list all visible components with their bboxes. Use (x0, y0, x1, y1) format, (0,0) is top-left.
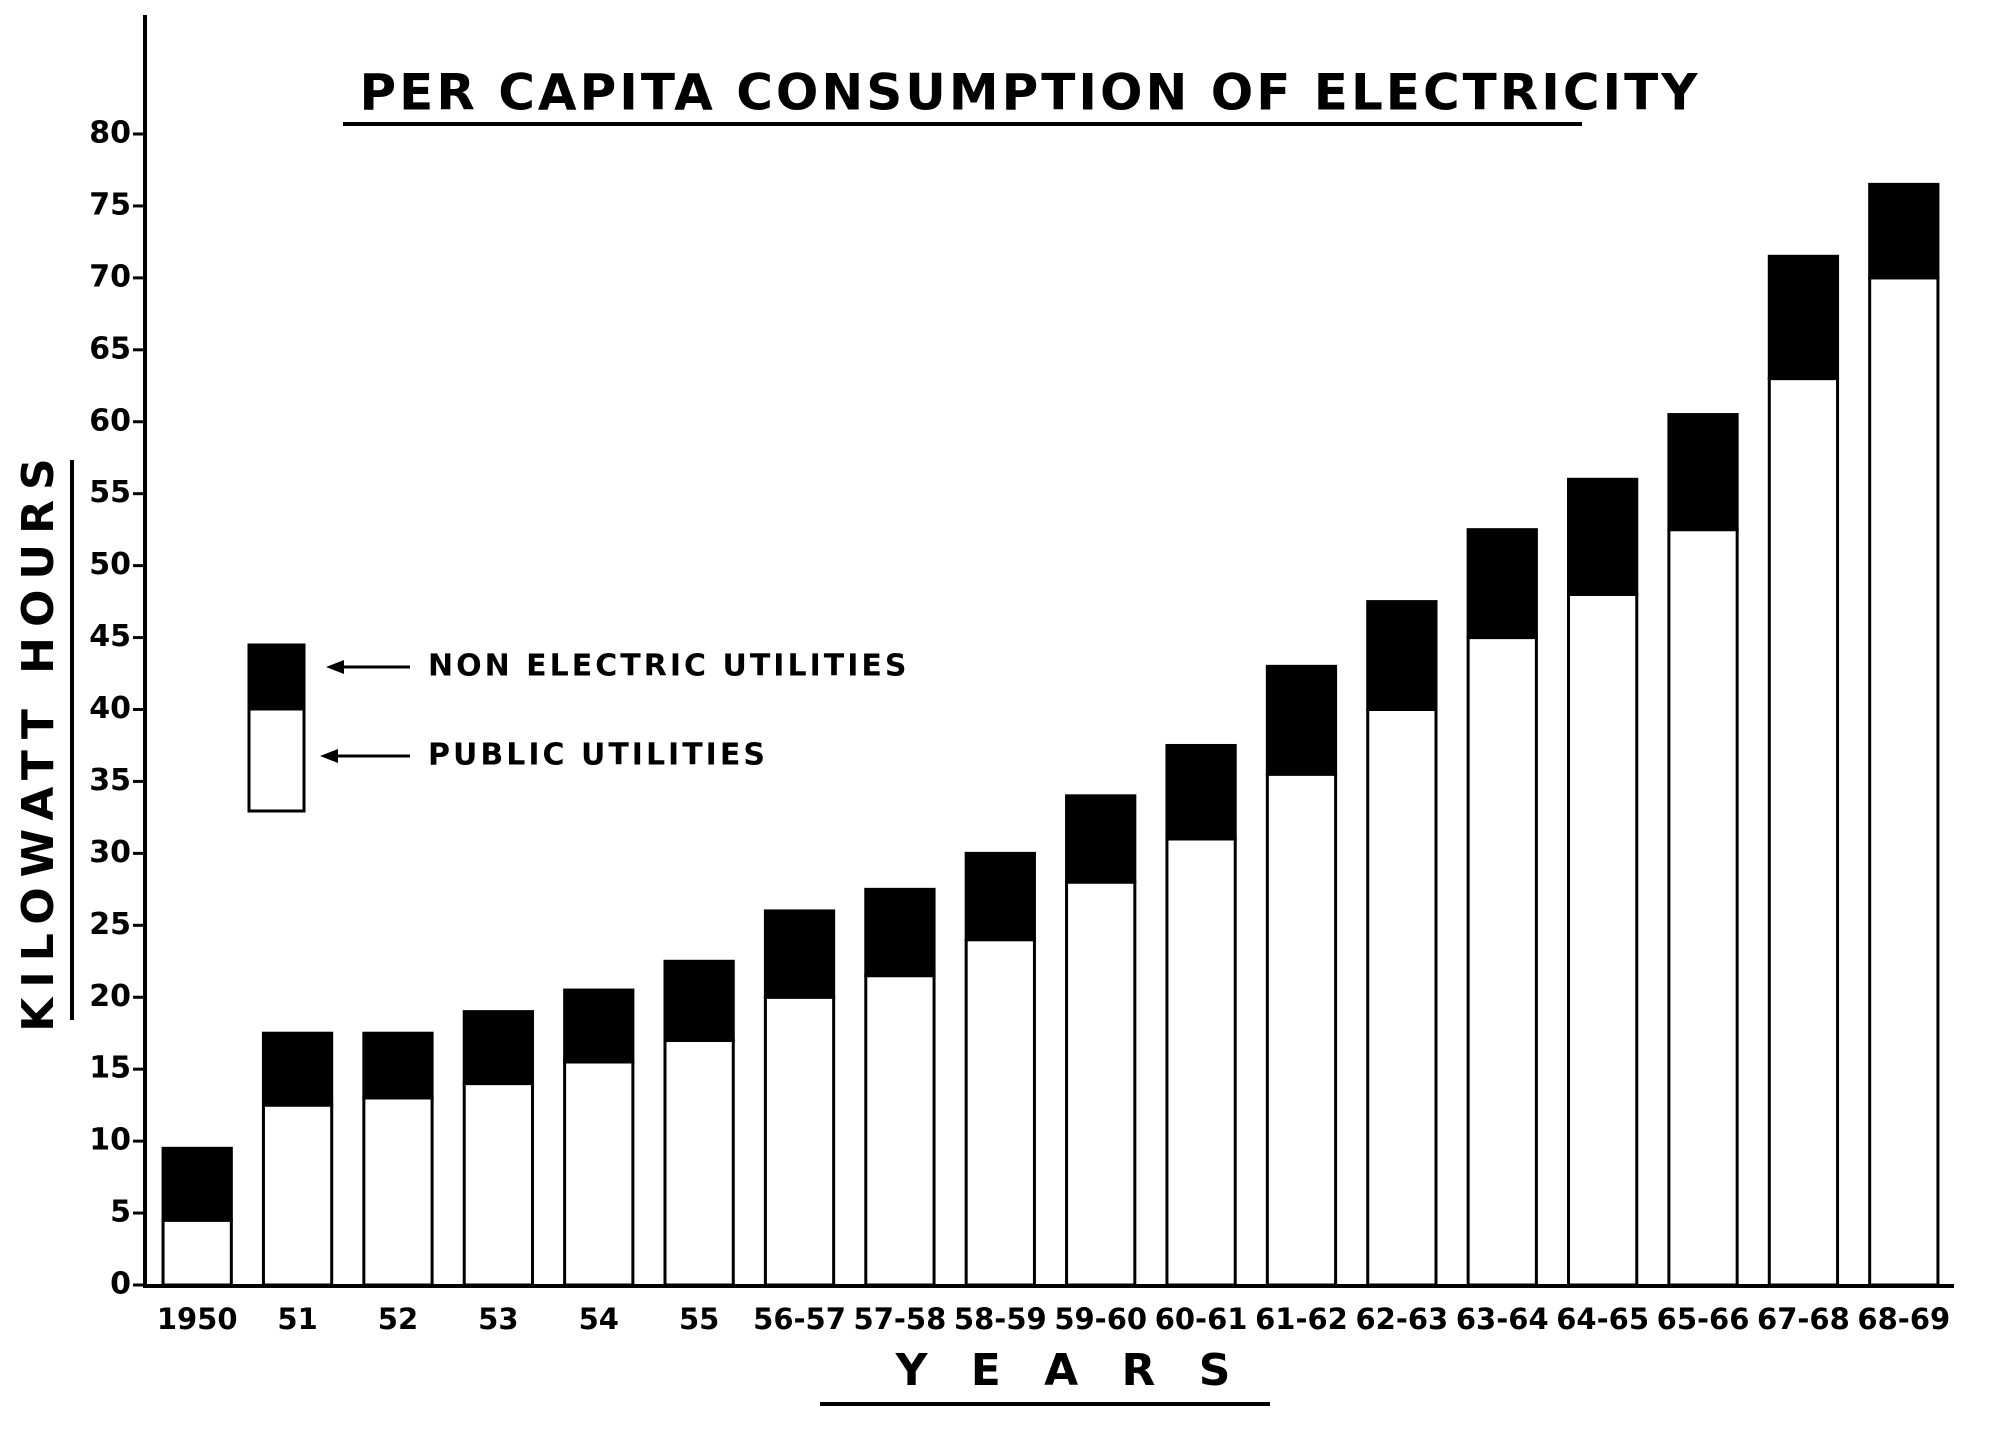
bar-segment (1466, 636, 1538, 1287)
legend-arrow-head (320, 749, 338, 763)
x-tick-label: 52 (378, 1302, 418, 1336)
bar-segment (362, 1096, 434, 1287)
y-tick-label: 35 (89, 763, 131, 798)
x-tick-label: 61-62 (1255, 1302, 1348, 1336)
x-tick-label: 60-61 (1155, 1302, 1248, 1336)
x-tick-label: 55 (679, 1302, 719, 1336)
bar-segment (1165, 837, 1237, 1287)
x-tick-label: 53 (478, 1302, 518, 1336)
bar-segment (663, 1038, 735, 1287)
y-tick-label: 55 (89, 475, 131, 510)
x-axis-label: Y E A R S (895, 1345, 1245, 1396)
bar-segment (362, 1031, 434, 1100)
legend-swatch (247, 707, 306, 813)
bar-segment (1065, 794, 1137, 884)
x-tick-label: 68-69 (1857, 1302, 1950, 1336)
y-tick-label: 10 (89, 1123, 131, 1158)
bar-segment (1868, 182, 1940, 280)
y-tick-label: 60 (89, 403, 131, 438)
legend-label: NON ELECTRIC UTILITIES (428, 649, 909, 684)
x-tick-label: 51 (277, 1302, 317, 1336)
bar-segment (563, 1060, 635, 1287)
chart-title: PER CAPITA CONSUMPTION OF ELECTRICITY (360, 64, 1701, 122)
bar-segment (1767, 377, 1840, 1287)
bar-segment (563, 988, 635, 1064)
x-tick-label: 57-58 (854, 1302, 947, 1336)
bar-segment (161, 1146, 233, 1222)
y-tick-label: 75 (89, 187, 131, 222)
x-tick-label: 64-65 (1556, 1302, 1649, 1336)
bar-segment (1868, 276, 1940, 1287)
x-tick-label: 63-64 (1456, 1302, 1549, 1336)
x-tick-label: 58-59 (954, 1302, 1047, 1336)
bar-segment (161, 1218, 233, 1287)
bar-segment (964, 938, 1036, 1287)
x-tick-label: 67-68 (1757, 1302, 1850, 1336)
y-tick-label: 45 (89, 619, 131, 654)
bar-segment (864, 974, 936, 1287)
y-tick-label: 25 (89, 907, 131, 942)
bar-segment (1767, 254, 1840, 381)
x-tick-label: 62-63 (1355, 1302, 1448, 1336)
y-tick-label: 30 (89, 835, 131, 870)
y-tick-label: 0 (110, 1267, 131, 1302)
bar-segment (1667, 528, 1739, 1287)
x-tick-label: 54 (579, 1302, 619, 1336)
bar-segment (1265, 772, 1338, 1287)
bar-segment (1366, 600, 1438, 711)
x-tick-label: 59-60 (1054, 1302, 1147, 1336)
y-tick-label: 80 (89, 116, 131, 151)
y-axis-label: KILOWATT HOURS (13, 448, 64, 1031)
y-tick-label: 15 (89, 1051, 131, 1086)
bar-segment (864, 887, 936, 978)
bar-segment (261, 1103, 334, 1287)
bar-segment (964, 851, 1036, 942)
legend-arrow-head (326, 660, 344, 674)
y-tick-label: 20 (89, 979, 131, 1014)
bar-segment (1667, 413, 1739, 532)
x-tick-label: 1950 (157, 1302, 238, 1336)
y-tick-label: 40 (89, 691, 131, 726)
bar-segment (763, 995, 836, 1287)
y-tick-label: 50 (89, 547, 131, 582)
bar-segment (1366, 708, 1438, 1287)
bar-segment (1165, 743, 1237, 841)
bar-segment (261, 1031, 334, 1107)
bar-segment (1065, 880, 1137, 1287)
y-tick-label: 65 (89, 331, 131, 366)
bar-segment (663, 959, 735, 1042)
bar-segment (462, 1082, 534, 1287)
x-tick-label: 56-57 (753, 1302, 846, 1336)
legend-label: PUBLIC UTILITIES (428, 738, 768, 773)
bar-segment (763, 909, 836, 999)
x-tick-label: 65-66 (1657, 1302, 1750, 1336)
bar-segment (1265, 664, 1338, 776)
y-tick-label: 5 (110, 1195, 131, 1230)
y-tick-label: 70 (89, 259, 131, 294)
bar-segment (1466, 528, 1538, 640)
bar-segment (1567, 592, 1639, 1287)
bar-segment (462, 1010, 534, 1086)
legend-swatch (247, 643, 306, 711)
bar-segment (1567, 477, 1639, 596)
